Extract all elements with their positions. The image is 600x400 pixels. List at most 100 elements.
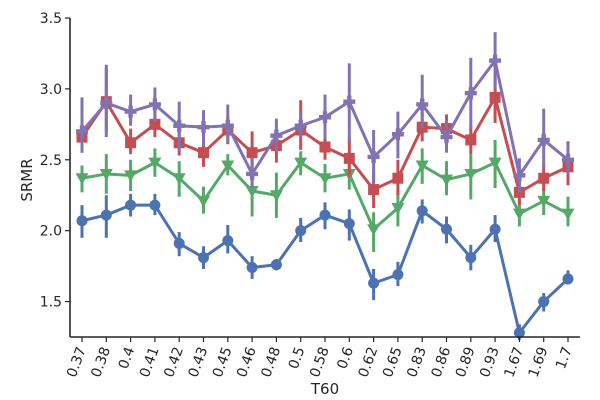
x-tick-label: 0.37 xyxy=(64,345,90,380)
data-point xyxy=(173,237,185,249)
data-point xyxy=(368,277,380,289)
y-tick-label: 3.5 xyxy=(40,11,62,27)
data-point xyxy=(100,97,113,110)
data-point xyxy=(537,133,550,146)
data-point xyxy=(343,152,355,164)
series-3 xyxy=(76,32,574,193)
data-point xyxy=(76,125,89,138)
data-point xyxy=(343,218,355,230)
data-point xyxy=(464,168,478,181)
data-point xyxy=(295,225,307,237)
data-point xyxy=(489,54,502,67)
data-point xyxy=(149,199,161,211)
data-point xyxy=(148,98,161,111)
data-point xyxy=(270,259,282,271)
data-point xyxy=(100,209,112,221)
x-tick-label: 0.45 xyxy=(210,345,236,380)
data-point xyxy=(465,134,477,146)
y-ticks: 1.5 2.0 2.5 3.0 3.5 xyxy=(40,11,70,311)
x-tick-label: 0.93 xyxy=(477,345,503,380)
x-tick-label: 0.4 xyxy=(116,345,139,371)
data-point xyxy=(538,172,550,184)
data-point xyxy=(368,184,380,196)
data-point xyxy=(125,199,137,211)
data-point xyxy=(318,173,332,185)
x-tick-label: 0.46 xyxy=(234,345,260,380)
x-tick-label: 0.58 xyxy=(307,345,333,380)
data-point xyxy=(416,98,429,111)
data-point xyxy=(294,119,307,132)
data-point xyxy=(221,119,234,132)
data-point xyxy=(537,195,551,208)
data-point xyxy=(246,147,258,159)
data-point xyxy=(465,252,477,264)
data-point xyxy=(222,235,234,247)
data-point xyxy=(75,173,89,185)
data-point xyxy=(441,223,452,235)
y-tick-label: 2.0 xyxy=(40,224,62,240)
x-tick-label: 0.86 xyxy=(429,345,455,380)
x-tick-label: 0.5 xyxy=(286,345,309,371)
data-point xyxy=(562,153,574,166)
series-0 xyxy=(76,193,574,340)
data-point xyxy=(197,121,210,134)
data-point xyxy=(538,296,550,308)
x-tick-label: 0.41 xyxy=(137,345,163,380)
data-point xyxy=(561,208,575,221)
data-point xyxy=(415,160,429,172)
y-tick-label: 1.5 xyxy=(40,295,62,311)
x-tick-label: 0.89 xyxy=(453,345,479,380)
x-axis-label: T60 xyxy=(310,380,339,398)
data-point xyxy=(392,269,404,281)
data-point xyxy=(367,150,380,163)
data-point xyxy=(440,174,453,187)
data-point xyxy=(367,224,381,236)
x-tick-label: 0.65 xyxy=(380,345,406,380)
data-point xyxy=(148,157,162,170)
series-layer xyxy=(75,32,575,340)
y-tick-label: 2.5 xyxy=(40,153,62,169)
y-axis-label: SRMR xyxy=(18,158,36,201)
data-point xyxy=(149,118,161,130)
x-tick-label: 1.67 xyxy=(501,345,527,380)
data-point xyxy=(125,137,137,149)
data-point xyxy=(319,209,331,221)
x-tick-label: 0.43 xyxy=(186,345,212,380)
data-point xyxy=(488,157,502,170)
x-tick-label: 0.62 xyxy=(356,345,382,380)
data-point xyxy=(512,208,526,221)
data-point xyxy=(440,131,453,144)
data-point xyxy=(99,168,113,181)
series-1 xyxy=(75,139,575,252)
x-tick-label: 1.7 xyxy=(553,345,576,371)
data-point xyxy=(172,173,186,185)
data-point xyxy=(416,205,428,217)
data-point xyxy=(246,262,258,274)
data-point xyxy=(513,169,526,182)
data-point xyxy=(198,252,209,264)
data-point xyxy=(464,87,477,100)
data-point xyxy=(562,273,574,285)
data-point xyxy=(197,195,210,208)
data-point xyxy=(246,167,259,180)
data-point xyxy=(221,160,235,172)
data-point xyxy=(343,95,356,108)
data-point xyxy=(294,157,308,170)
data-point xyxy=(173,119,186,132)
data-point xyxy=(513,327,525,339)
data-point xyxy=(391,202,405,215)
data-point xyxy=(198,147,209,159)
x-ticks: 0.370.38 0.40.410.420.430.450.460.48 0.50.… xyxy=(64,337,576,380)
x-tick-label: 0.38 xyxy=(88,345,114,380)
data-point xyxy=(392,172,404,184)
x-tick-label: 0.42 xyxy=(161,345,187,380)
data-point xyxy=(319,111,331,124)
data-point xyxy=(245,185,259,198)
data-point xyxy=(124,105,137,118)
data-point xyxy=(124,170,138,182)
y-tick-label: 3.0 xyxy=(40,82,62,98)
data-point xyxy=(76,215,88,227)
data-point xyxy=(489,223,501,235)
data-point xyxy=(269,190,283,202)
